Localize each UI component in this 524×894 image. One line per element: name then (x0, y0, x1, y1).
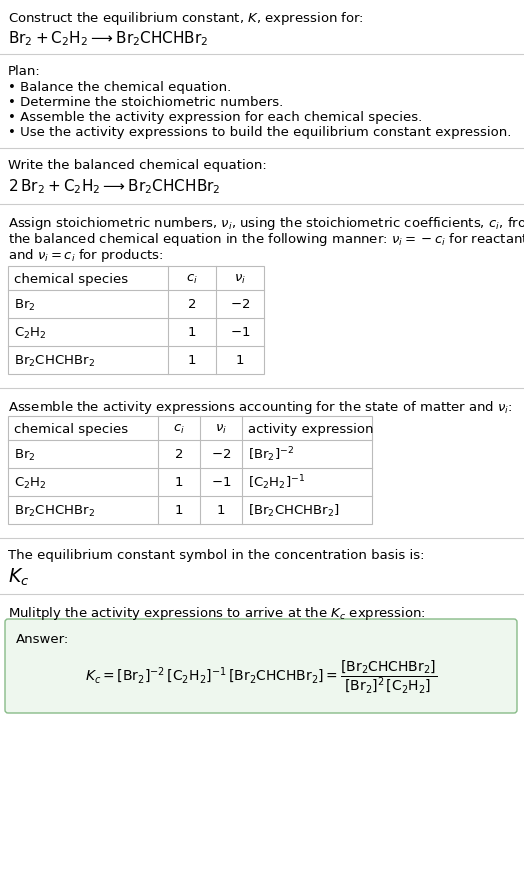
Text: 1: 1 (188, 326, 196, 339)
Text: 1: 1 (188, 354, 196, 367)
Text: 2: 2 (188, 299, 196, 311)
Text: chemical species: chemical species (14, 422, 128, 435)
Text: 1: 1 (174, 476, 183, 489)
Text: $-2$: $-2$ (211, 448, 231, 461)
Text: $\nu_i$: $\nu_i$ (215, 422, 227, 435)
Text: 1: 1 (236, 354, 244, 367)
Text: • Use the activity expressions to build the equilibrium constant expression.: • Use the activity expressions to build … (8, 126, 511, 139)
Text: $\mathrm{Br_2 + C_2H_2 \longrightarrow Br_2CHCHBr_2}$: $\mathrm{Br_2 + C_2H_2 \longrightarrow B… (8, 29, 209, 47)
Bar (8, 266, 264, 375)
FancyBboxPatch shape (5, 620, 517, 713)
Text: Answer:: Answer: (16, 632, 69, 645)
Bar (8, 417, 372, 525)
Text: $-1$: $-1$ (211, 476, 231, 489)
Text: Plan:: Plan: (8, 65, 41, 78)
Text: Assemble the activity expressions accounting for the state of matter and $\nu_i$: Assemble the activity expressions accoun… (8, 399, 512, 416)
Text: Construct the equilibrium constant, $K$, expression for:: Construct the equilibrium constant, $K$,… (8, 10, 364, 27)
Text: • Determine the stoichiometric numbers.: • Determine the stoichiometric numbers. (8, 96, 283, 109)
Text: 1: 1 (217, 504, 225, 517)
Text: $\nu_i$: $\nu_i$ (234, 272, 246, 285)
Text: • Assemble the activity expression for each chemical species.: • Assemble the activity expression for e… (8, 111, 422, 124)
Text: $[\mathrm{Br_2CHCHBr_2}]$: $[\mathrm{Br_2CHCHBr_2}]$ (248, 502, 340, 519)
Text: $\mathrm{Br_2CHCHBr_2}$: $\mathrm{Br_2CHCHBr_2}$ (14, 503, 95, 518)
Text: $[\mathrm{C_2H_2}]^{-1}$: $[\mathrm{C_2H_2}]^{-1}$ (248, 473, 305, 492)
Text: chemical species: chemical species (14, 272, 128, 285)
Text: the balanced chemical equation in the following manner: $\nu_i = -c_i$ for react: the balanced chemical equation in the fo… (8, 231, 524, 248)
Text: Assign stoichiometric numbers, $\nu_i$, using the stoichiometric coefficients, $: Assign stoichiometric numbers, $\nu_i$, … (8, 215, 524, 232)
Text: Write the balanced chemical equation:: Write the balanced chemical equation: (8, 159, 267, 172)
Text: activity expression: activity expression (248, 422, 374, 435)
Text: $-2$: $-2$ (230, 299, 250, 311)
Text: $c_i$: $c_i$ (173, 422, 185, 435)
Text: $c_i$: $c_i$ (186, 272, 198, 285)
Text: $K_c = [\mathrm{Br_2}]^{-2}\,[\mathrm{C_2H_2}]^{-1}\,[\mathrm{Br_2CHCHBr_2}] = \: $K_c = [\mathrm{Br_2}]^{-2}\,[\mathrm{C_… (85, 658, 437, 695)
Text: $\mathrm{2\,Br_2 + C_2H_2 \longrightarrow Br_2CHCHBr_2}$: $\mathrm{2\,Br_2 + C_2H_2 \longrightarro… (8, 177, 221, 196)
Text: $\mathrm{C_2H_2}$: $\mathrm{C_2H_2}$ (14, 325, 47, 341)
Text: $-1$: $-1$ (230, 326, 250, 339)
Text: $[\mathrm{Br_2}]^{-2}$: $[\mathrm{Br_2}]^{-2}$ (248, 445, 294, 464)
Text: 2: 2 (174, 448, 183, 461)
Text: 1: 1 (174, 504, 183, 517)
Text: $\mathrm{Br_2CHCHBr_2}$: $\mathrm{Br_2CHCHBr_2}$ (14, 353, 95, 368)
Text: $\mathrm{Br_2}$: $\mathrm{Br_2}$ (14, 447, 36, 462)
Text: $\mathrm{C_2H_2}$: $\mathrm{C_2H_2}$ (14, 475, 47, 490)
Text: Mulitply the activity expressions to arrive at the $K_c$ expression:: Mulitply the activity expressions to arr… (8, 604, 426, 621)
Text: The equilibrium constant symbol in the concentration basis is:: The equilibrium constant symbol in the c… (8, 548, 424, 561)
Text: $\mathrm{Br_2}$: $\mathrm{Br_2}$ (14, 297, 36, 312)
Text: and $\nu_i = c_i$ for products:: and $\nu_i = c_i$ for products: (8, 247, 163, 264)
Text: $K_c$: $K_c$ (8, 567, 29, 587)
Text: • Balance the chemical equation.: • Balance the chemical equation. (8, 81, 231, 94)
